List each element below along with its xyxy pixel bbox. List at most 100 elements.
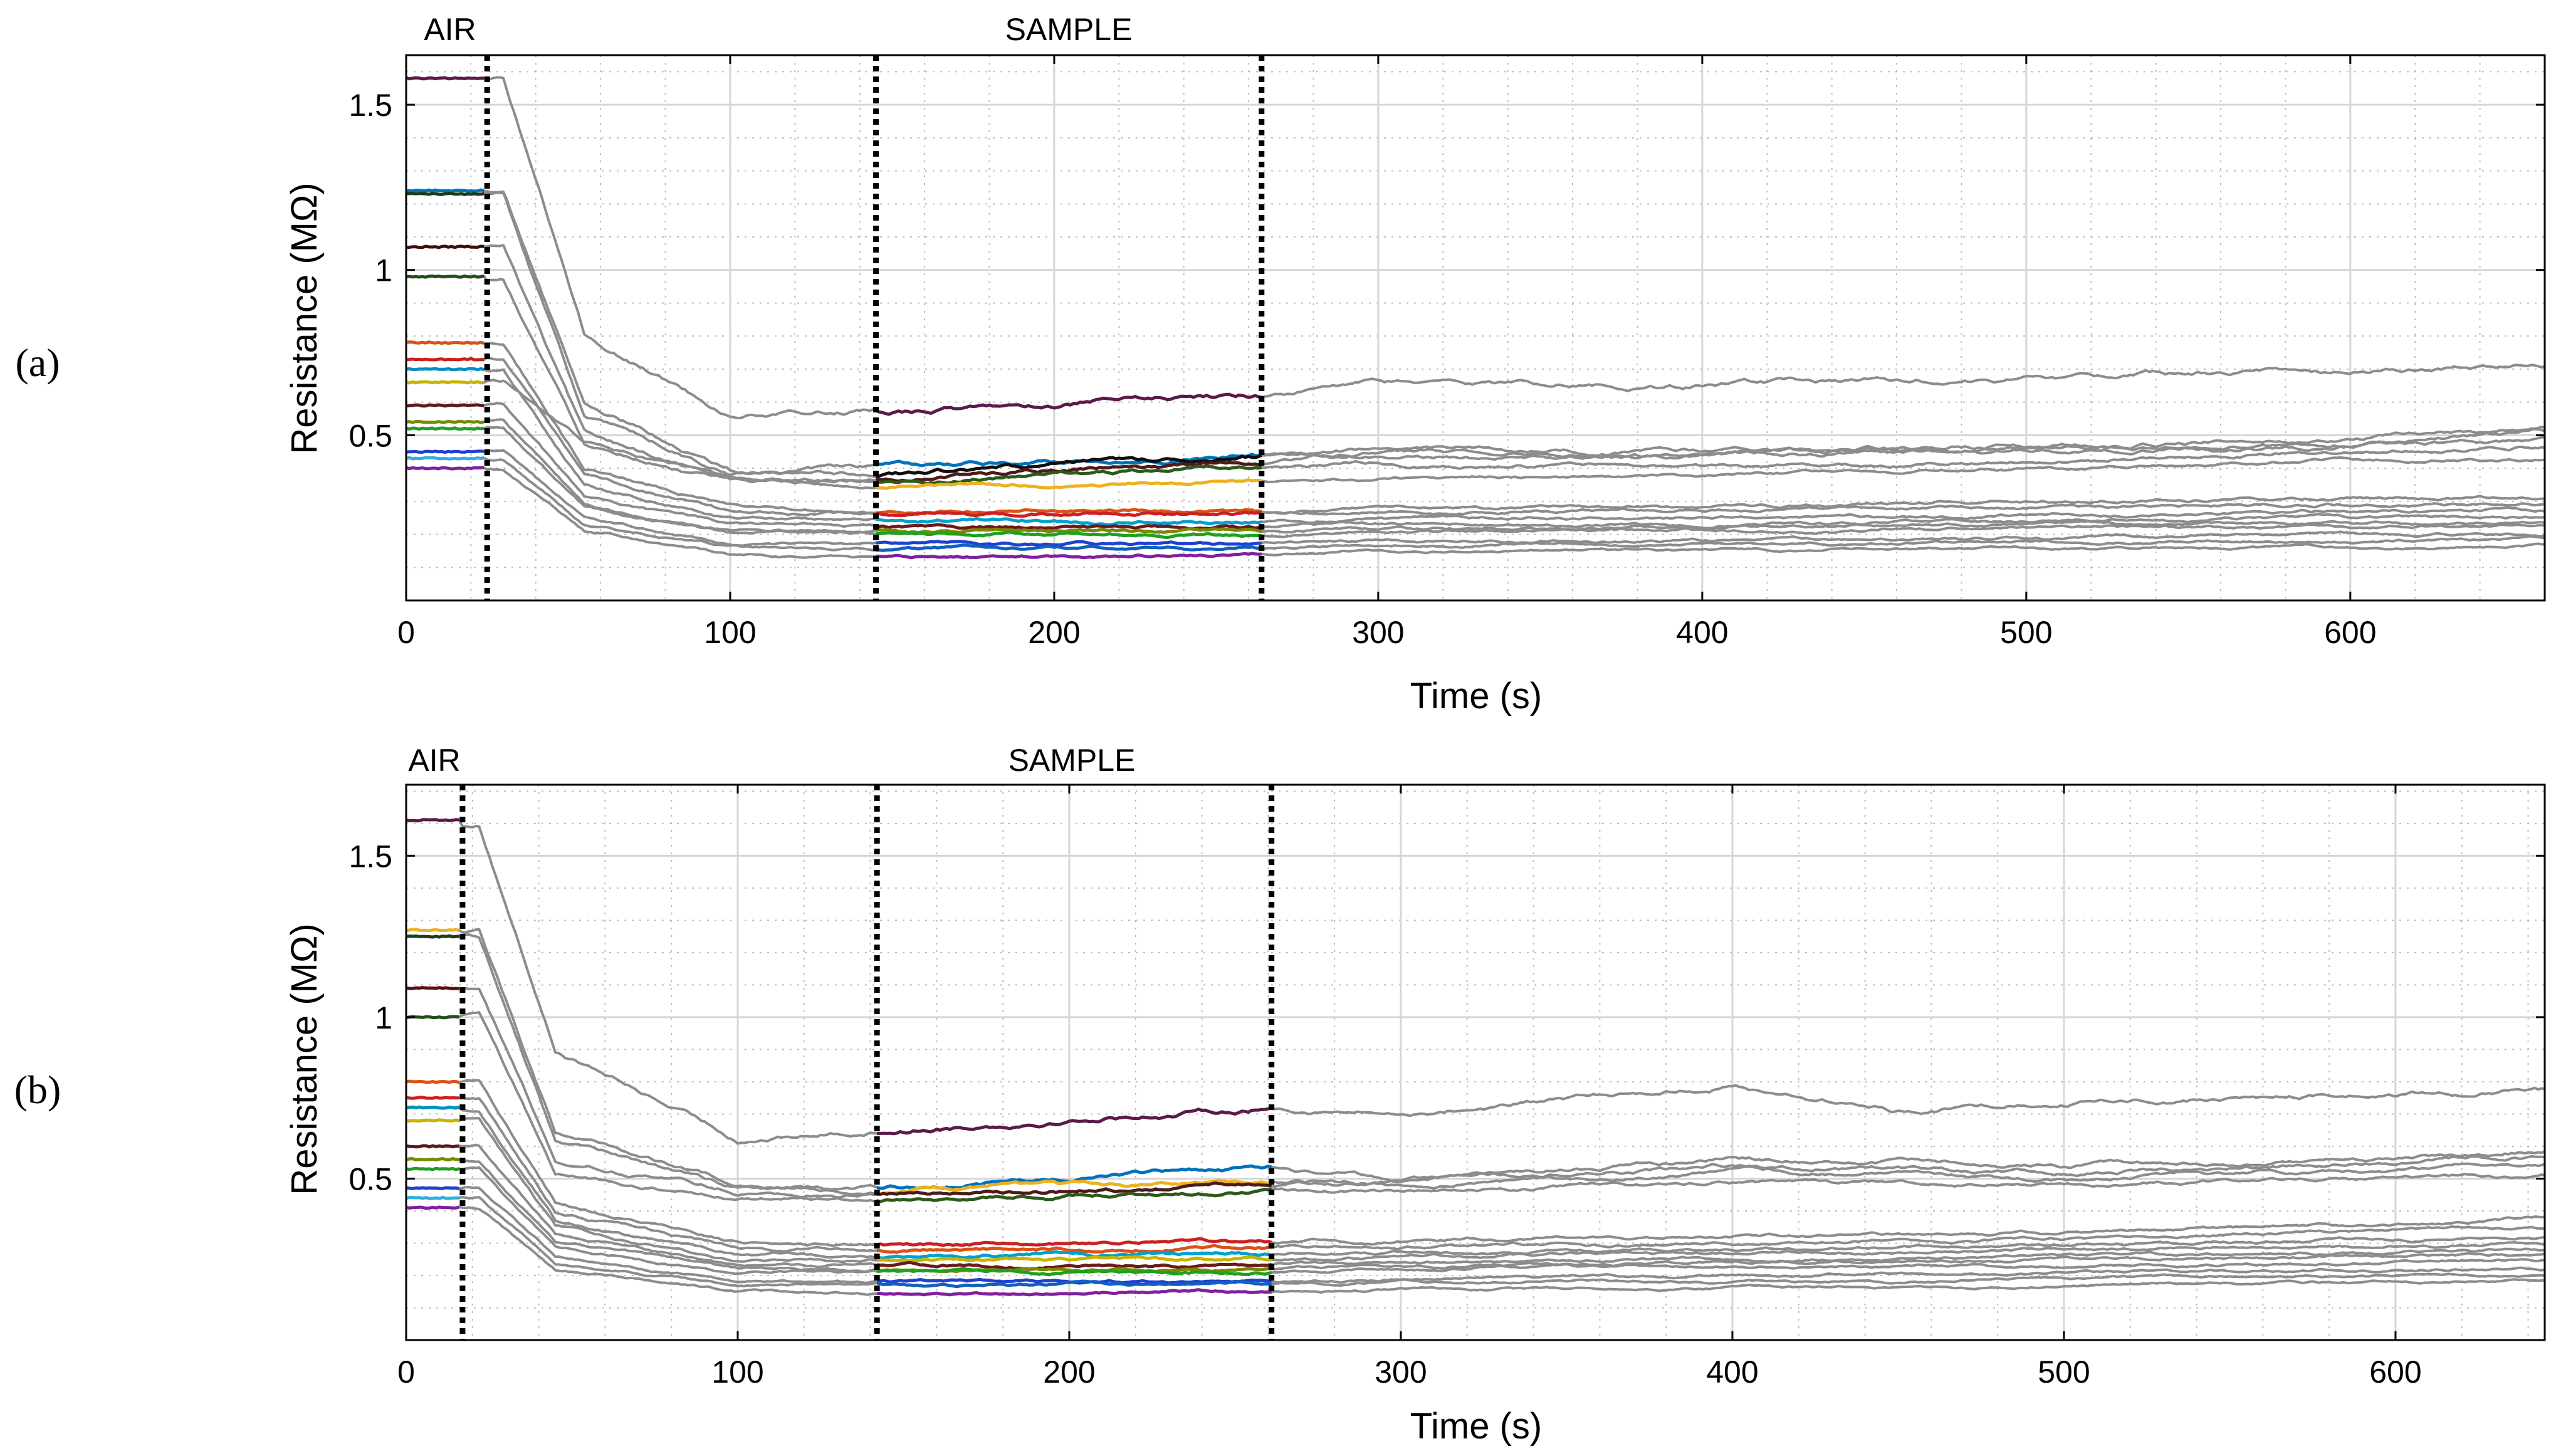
panel-b-sample-label: SAMPLE: [1008, 743, 1136, 778]
series-air-segment-S15: [406, 466, 484, 471]
series-sample-segment-S7: [877, 1244, 1272, 1254]
series-sample-segment-S11: [876, 526, 1262, 535]
series-line-S12: [406, 1166, 2545, 1276]
x-tick-label: 100: [711, 1354, 763, 1390]
series-sample-segment-S3: [875, 454, 1262, 479]
series-line-S10: [406, 402, 2545, 530]
series-air-segment-S13: [406, 1186, 460, 1191]
series-line-S7: [406, 356, 2545, 518]
x-tick-label: 100: [704, 615, 756, 650]
y-tick-label: 0.5: [348, 1161, 392, 1197]
series-line-S8: [406, 367, 2545, 526]
series-sample-segment-S3: [876, 1178, 1272, 1197]
axes-frame: [405, 783, 2546, 1341]
x-tick-label: 400: [1706, 1354, 1758, 1390]
series-sample-segment-S12: [876, 530, 1262, 540]
series-air-segment-S14: [406, 456, 484, 461]
series-line-S13: [406, 1186, 2545, 1285]
series-line-S11: [406, 418, 2545, 534]
series-air-segment-S6: [406, 340, 484, 345]
series-sample-segment-S1: [875, 392, 1262, 416]
series-line-S13: [406, 449, 2545, 547]
series-air-segment-S3: [406, 934, 459, 939]
x-tick-label: 600: [2324, 615, 2376, 650]
y-tick-label: 1: [375, 1000, 392, 1035]
series-line-S9: [406, 1117, 2545, 1264]
axes-frame: [405, 54, 2546, 602]
y-tick-label: 1.5: [348, 839, 392, 874]
series-sample-segment-S4: [877, 1181, 1272, 1196]
x-tick-label: 0: [397, 615, 415, 650]
panel-a-xlabel: Time (s): [1410, 676, 1542, 716]
tick-group: 0 100 200 300 400 500 600 0.5 1 1.5: [348, 55, 2545, 650]
panel-a-sample-label: SAMPLE: [1005, 12, 1133, 47]
series-sample-segment-S13: [876, 540, 1262, 547]
series-sample-segment-S9: [876, 478, 1262, 490]
series-line-S4: [406, 986, 2545, 1199]
series-sample-segment-S14: [876, 1279, 1272, 1289]
x-tick-label: 0: [397, 1354, 415, 1390]
series-air-segment-S15: [406, 1205, 460, 1210]
x-tick-label: 300: [1352, 615, 1404, 650]
series-air-segment-S11: [406, 419, 484, 424]
series-sample-segment-S5: [876, 1188, 1272, 1203]
series-sample-segment-S5: [876, 464, 1262, 486]
series-air-segment-S10: [406, 403, 484, 408]
x-tick-label: 200: [1028, 615, 1080, 650]
panel-a-air-label: AIR: [424, 12, 476, 47]
panel-a-label: (a): [15, 340, 60, 385]
series-line-S7: [406, 1096, 2545, 1254]
series-air-segment-S3: [406, 192, 484, 196]
series-group: [406, 818, 2545, 1297]
series-line-S15: [406, 1205, 2545, 1296]
series-line-S8: [406, 1106, 2545, 1260]
y-tick-label: 0.5: [348, 418, 392, 453]
series-air-segment-S14: [406, 1195, 459, 1200]
series-line-S10: [406, 1143, 2545, 1271]
series-air-segment-S7: [406, 357, 484, 362]
series-sample-segment-S7: [876, 510, 1262, 518]
series-sample-segment-S12: [877, 1267, 1272, 1277]
series-air-segment-S7: [406, 1096, 459, 1100]
series-air-segment-S6: [406, 1079, 460, 1084]
series-air-segment-S5: [406, 1015, 459, 1020]
series-air-segment-S1: [406, 76, 484, 81]
x-tick-label: 200: [1043, 1354, 1095, 1390]
panel-b-label: (b): [14, 1067, 61, 1112]
x-tick-label: 500: [2038, 1354, 2090, 1390]
panel-b: (b) Resistance (MΩ) Time (s) AIR SAMPLE …: [14, 743, 2546, 1447]
series-air-segment-S4: [406, 244, 484, 249]
y-tick-label: 1.5: [348, 88, 392, 123]
series-sample-segment-S1: [877, 1106, 1272, 1136]
series-group: [406, 76, 2545, 560]
series-line-S1: [406, 818, 2545, 1145]
tick-group: 0 100 200 300 400 500 600 0.5 1 1.5: [348, 785, 2545, 1390]
gridlines: [405, 55, 2545, 600]
phase-markers: [459, 785, 1275, 1340]
series-air-segment-S10: [406, 1144, 459, 1149]
series-air-segment-S9: [406, 1118, 460, 1123]
panel-b-xlabel: Time (s): [1410, 1406, 1542, 1447]
series-sample-segment-S9: [876, 1255, 1272, 1263]
series-sample-segment-S8: [876, 516, 1262, 526]
series-line-S6: [406, 1079, 2545, 1247]
series-sample-segment-S10: [876, 1260, 1272, 1271]
series-line-S11: [406, 1157, 2545, 1273]
x-tick-label: 400: [1676, 615, 1728, 650]
panel-a: (a) Resistance (MΩ) Time (s) AIR SAMPLE …: [15, 12, 2546, 716]
series-air-segment-S2: [406, 188, 484, 193]
series-air-segment-S1: [406, 818, 459, 823]
panel-b-ylabel: Resistance (MΩ): [284, 923, 325, 1195]
series-line-S5: [406, 1011, 2545, 1203]
x-tick-label: 500: [2000, 615, 2052, 650]
series-sample-segment-S14: [876, 543, 1262, 552]
series-line-S6: [406, 340, 2545, 516]
series-line-S14: [406, 456, 2545, 552]
x-tick-label: 600: [2369, 1354, 2421, 1390]
series-air-segment-S12: [406, 1166, 460, 1171]
series-line-S12: [406, 426, 2545, 539]
series-air-segment-S4: [406, 986, 459, 990]
panel-b-air-label: AIR: [408, 743, 460, 778]
series-sample-segment-S6: [876, 1237, 1272, 1247]
x-tick-label: 300: [1375, 1354, 1427, 1390]
